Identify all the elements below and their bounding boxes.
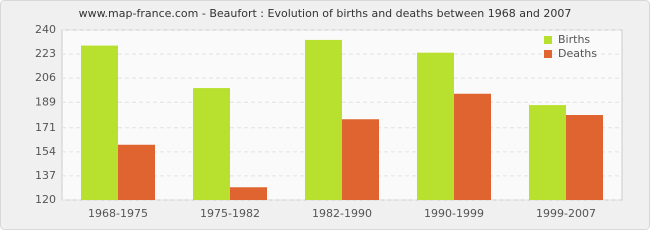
legend-label: Births: [558, 33, 590, 46]
bar: [454, 93, 491, 200]
legend-label: Deaths: [558, 47, 597, 60]
bar: [118, 144, 155, 200]
bar: [230, 187, 267, 200]
y-tick-label: 137: [35, 169, 56, 182]
bar: [305, 39, 342, 200]
x-tick-label: 1968-1975: [88, 207, 148, 220]
bar: [566, 115, 603, 200]
bar: [529, 105, 566, 200]
bar: [193, 88, 230, 200]
y-tick-label: 240: [35, 23, 56, 36]
y-tick-label: 120: [35, 193, 56, 206]
x-tick-label: 1975-1982: [200, 207, 260, 220]
x-tick-label: 1990-1999: [424, 207, 484, 220]
chart: www.map-france.com - Beaufort : Evolutio…: [0, 0, 650, 230]
bar: [81, 45, 118, 201]
y-tick-label: 223: [35, 47, 56, 60]
x-tick-label: 1999-2007: [536, 207, 596, 220]
y-tick-label: 206: [35, 71, 56, 84]
y-tick-label: 189: [35, 95, 56, 108]
bar: [342, 119, 379, 200]
legend-swatch: [544, 36, 552, 44]
legend-swatch: [544, 50, 552, 58]
chart-title: www.map-france.com - Beaufort : Evolutio…: [79, 7, 572, 20]
x-tick-label: 1982-1990: [312, 207, 372, 220]
bar: [417, 52, 454, 200]
y-tick-label: 171: [35, 121, 56, 134]
y-tick-label: 154: [35, 145, 56, 158]
